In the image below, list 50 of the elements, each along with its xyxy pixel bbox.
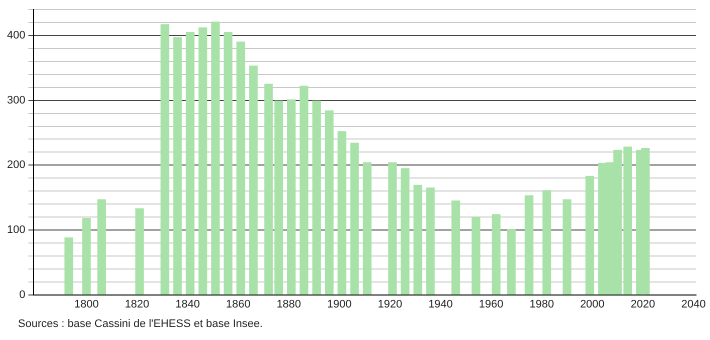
bar	[426, 188, 435, 295]
x-tick-label: 1840	[175, 298, 200, 310]
bar	[350, 142, 359, 295]
y-tick-label: 200	[6, 159, 26, 172]
bar	[64, 237, 74, 295]
x-tick-label: 1980	[529, 298, 554, 310]
bar	[562, 199, 572, 295]
bar	[236, 42, 246, 295]
bar	[82, 218, 91, 295]
x-tick-label: 2000	[580, 298, 605, 310]
y-tick-label: 400	[6, 30, 26, 42]
bar	[186, 32, 194, 295]
bar	[287, 99, 296, 295]
y-tick-label: 0	[19, 288, 26, 301]
bar	[524, 195, 534, 295]
bar	[211, 22, 220, 295]
bar	[472, 216, 480, 295]
bar	[312, 100, 321, 295]
x-tick-label: 1820	[124, 298, 150, 310]
bar	[362, 162, 372, 295]
bar	[324, 110, 334, 295]
bar	[492, 214, 501, 295]
bar	[300, 86, 308, 295]
x-tick-label: 1960	[478, 298, 504, 310]
bar	[542, 190, 552, 295]
x-tick-label: 1800	[74, 298, 99, 310]
bar	[97, 199, 106, 295]
bar	[388, 162, 397, 295]
bar	[173, 37, 182, 295]
bar	[585, 176, 594, 295]
bar	[135, 208, 144, 295]
x-tick-label: 1860	[226, 298, 250, 310]
bar	[198, 27, 208, 295]
bar	[413, 184, 422, 295]
x-tick-label: 1920	[378, 298, 402, 310]
y-tick-label: 100	[6, 224, 26, 236]
x-tick-label: 1940	[428, 298, 453, 310]
bar	[451, 200, 460, 295]
bar	[338, 131, 346, 295]
bar	[507, 229, 516, 295]
x-tick-label: 1900	[327, 298, 352, 310]
bar	[224, 32, 232, 295]
x-tick-label: 2040	[681, 298, 706, 310]
source-note: Sources : base Cassini de l'EHESS et base Insee.	[18, 318, 263, 330]
bar	[249, 66, 258, 295]
x-tick-label: 2020	[630, 298, 656, 310]
x-tick-label: 1880	[276, 298, 302, 310]
bar	[400, 168, 410, 295]
bar	[160, 24, 170, 295]
y-tick-label: 300	[6, 94, 26, 106]
